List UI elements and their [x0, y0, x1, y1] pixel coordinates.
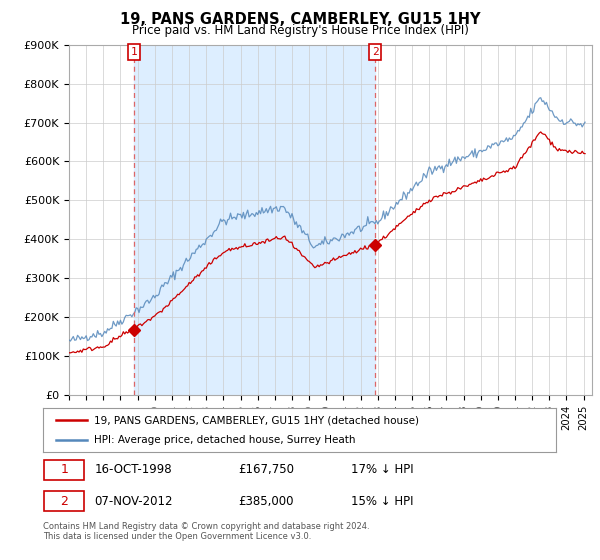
Text: HPI: Average price, detached house, Surrey Heath: HPI: Average price, detached house, Surr…	[94, 435, 356, 445]
Text: 19, PANS GARDENS, CAMBERLEY, GU15 1HY: 19, PANS GARDENS, CAMBERLEY, GU15 1HY	[120, 12, 480, 27]
Text: 19, PANS GARDENS, CAMBERLEY, GU15 1HY (detached house): 19, PANS GARDENS, CAMBERLEY, GU15 1HY (d…	[94, 415, 419, 425]
Text: This data is licensed under the Open Government Licence v3.0.: This data is licensed under the Open Gov…	[43, 532, 311, 541]
Text: 1: 1	[60, 463, 68, 476]
Bar	[134, 45, 375, 395]
Text: 1: 1	[131, 46, 137, 57]
Text: 16-OCT-1998: 16-OCT-1998	[94, 463, 172, 476]
FancyBboxPatch shape	[44, 460, 84, 480]
FancyBboxPatch shape	[44, 491, 84, 511]
Text: 2: 2	[372, 46, 379, 57]
Text: £167,750: £167,750	[238, 463, 294, 476]
Text: Contains HM Land Registry data © Crown copyright and database right 2024.: Contains HM Land Registry data © Crown c…	[43, 522, 370, 531]
Text: 15% ↓ HPI: 15% ↓ HPI	[350, 494, 413, 507]
Text: 17% ↓ HPI: 17% ↓ HPI	[350, 463, 413, 476]
Text: 07-NOV-2012: 07-NOV-2012	[94, 494, 173, 507]
Text: Price paid vs. HM Land Registry's House Price Index (HPI): Price paid vs. HM Land Registry's House …	[131, 24, 469, 37]
Text: 2: 2	[60, 494, 68, 507]
Text: £385,000: £385,000	[238, 494, 293, 507]
